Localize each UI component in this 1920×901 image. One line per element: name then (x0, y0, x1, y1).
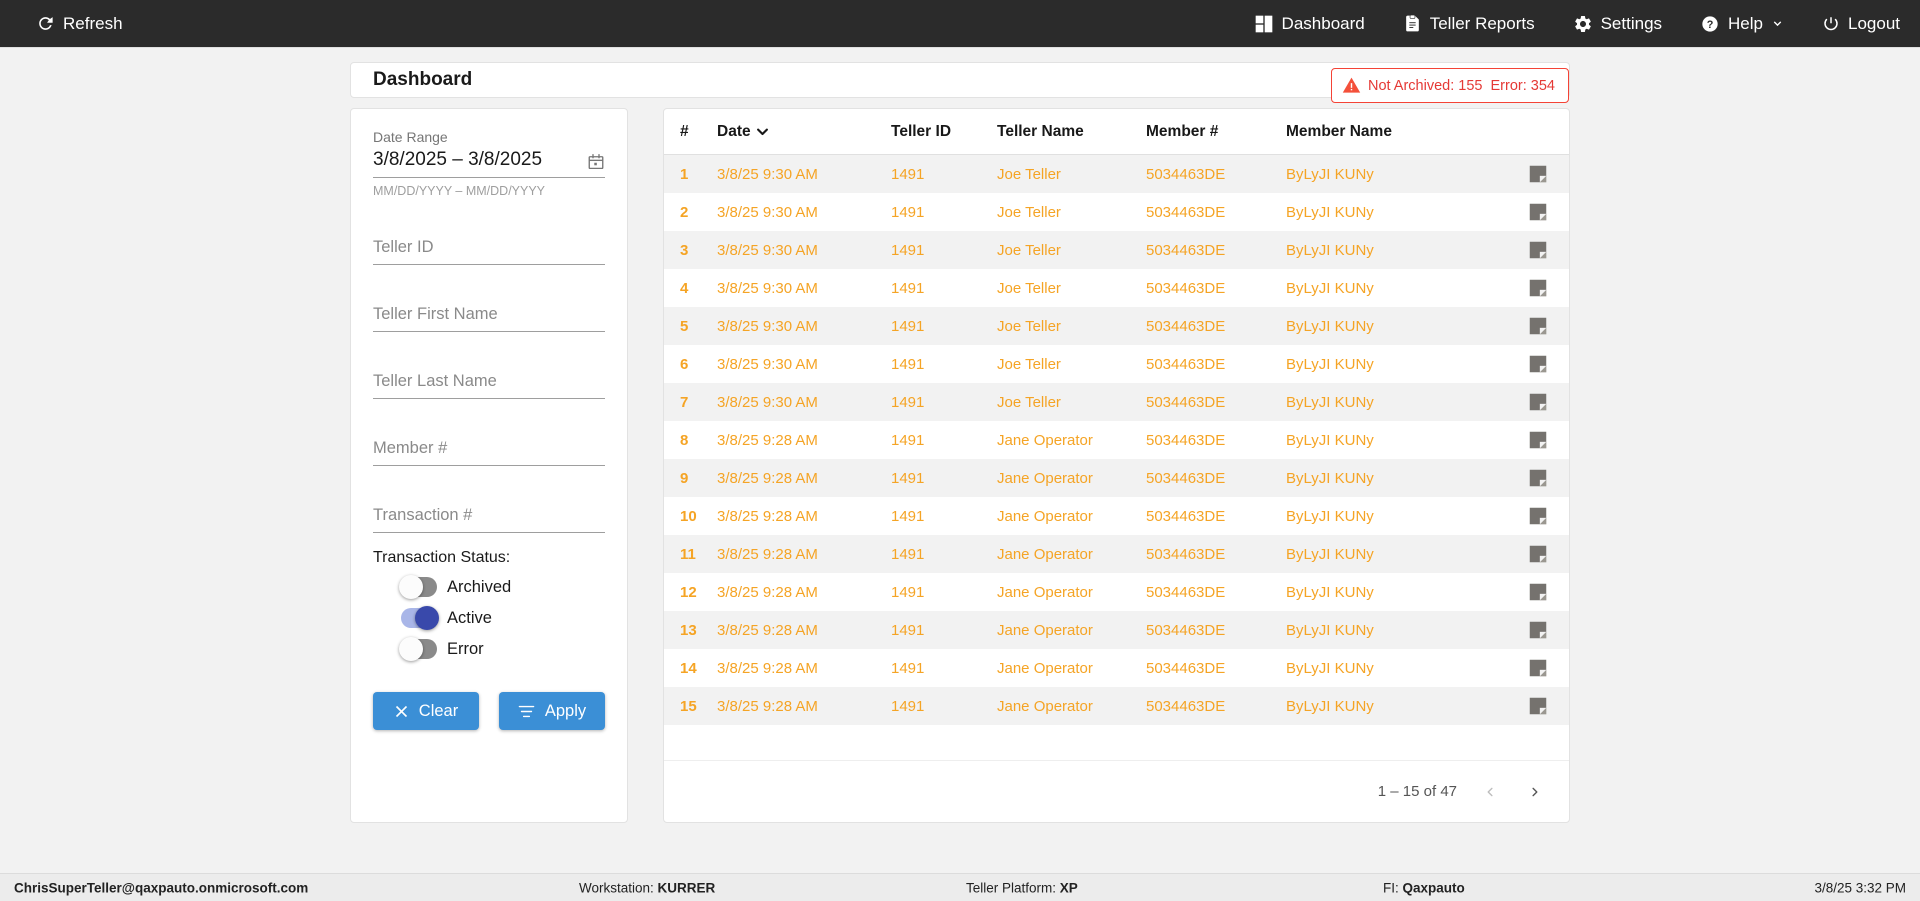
svg-text:?: ? (1707, 18, 1714, 30)
